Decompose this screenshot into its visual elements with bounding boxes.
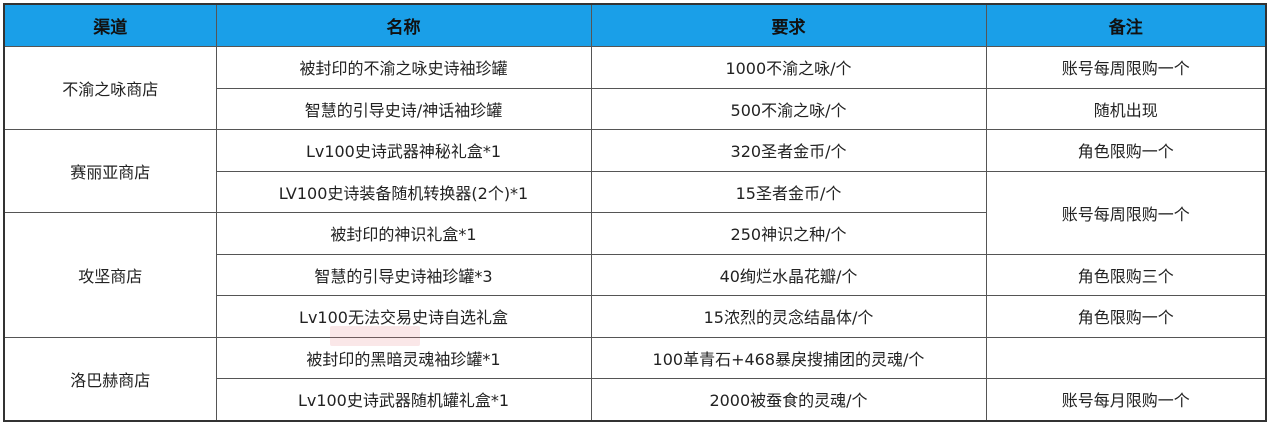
shop-items-table: 渠道 名称 要求 备注 不渝之咏商店 被封印的不渝之咏史诗袖珍罐 1000不渝之…: [3, 3, 1267, 422]
name-cell: Lv100史诗武器神秘礼盒*1: [215, 129, 592, 172]
table-row: LV100史诗装备随机转换器(2个)*1 15圣者金币/个 账号每周限购一个: [4, 170, 1267, 255]
note-cell: 账号每月限购一个: [985, 378, 1267, 421]
name-cell: 被封印的神识礼盒*1: [215, 212, 592, 255]
header-channel: 渠道: [3, 3, 217, 47]
header-row: 渠道 名称 要求 备注: [3, 3, 1267, 47]
name-cell: LV100史诗装备随机转换器(2个)*1: [215, 170, 592, 213]
name-cell: 被封印的不渝之咏史诗袖珍罐: [215, 46, 592, 89]
requirement-cell: 1000不渝之咏/个: [590, 46, 987, 89]
table-row: 攻坚商店 被封印的神识礼盒*1 250神识之种/个: [3, 212, 1266, 338]
note-cell: 角色限购一个: [985, 129, 1267, 172]
channel-cell: 攻坚商店: [3, 212, 217, 338]
note-cell: 随机出现: [985, 87, 1267, 130]
requirement-cell: 320圣者金币/个: [590, 129, 987, 172]
header-note: 备注: [985, 3, 1267, 47]
table-row: 洛巴赫商店 被封印的黑暗灵魂袖珍罐*1 100革青石+468暴戾搜捕团的灵魂/个: [3, 336, 1267, 421]
requirement-cell: 15圣者金币/个: [590, 170, 987, 213]
table-row: 智慧的引导史诗/神话袖珍罐 500不渝之咏/个 随机出现: [4, 87, 1267, 130]
header-name: 名称: [215, 3, 592, 47]
requirement-cell: 15浓烈的灵念结晶体/个: [590, 295, 987, 338]
requirement-cell: 2000被蚕食的灵魂/个: [590, 378, 987, 421]
table-row: Lv100史诗武器随机罐礼盒*1 2000被蚕食的灵魂/个 账号每月限购一个: [4, 378, 1267, 421]
note-cell: [985, 336, 1267, 379]
note-cell: 角色限购一个: [985, 295, 1267, 338]
name-cell: Lv100无法交易史诗自选礼盒: [215, 295, 592, 338]
channel-cell: 赛丽亚商店: [3, 129, 217, 213]
name-cell: 被封印的黑暗灵魂袖珍罐*1: [215, 336, 592, 379]
name-cell: Lv100史诗武器随机罐礼盒*1: [215, 378, 592, 421]
table-row: Lv100无法交易史诗自选礼盒 15浓烈的灵念结晶体/个 角色限购一个: [4, 295, 1267, 338]
note-cell: 账号每周限购一个: [985, 170, 1267, 255]
channel-cell: 不渝之咏商店: [3, 46, 217, 130]
channel-cell: 洛巴赫商店: [3, 336, 217, 421]
requirement-cell: 500不渝之咏/个: [590, 87, 987, 130]
requirement-cell: 100革青石+468暴戾搜捕团的灵魂/个: [590, 336, 987, 379]
name-cell: 智慧的引导史诗袖珍罐*3: [215, 253, 592, 296]
note-cell: 账号每周限购一个: [985, 46, 1267, 89]
note-cell: 角色限购三个: [985, 253, 1267, 296]
requirement-cell: 250神识之种/个: [590, 212, 987, 255]
table-row: 智慧的引导史诗袖珍罐*3 40绚烂水晶花瓣/个 角色限购三个: [4, 253, 1267, 296]
watermark: [330, 326, 420, 346]
table-row: 不渝之咏商店 被封印的不渝之咏史诗袖珍罐 1000不渝之咏/个 账号每周限购一个: [3, 46, 1267, 130]
name-cell: 智慧的引导史诗/神话袖珍罐: [215, 87, 592, 130]
requirement-cell: 40绚烂水晶花瓣/个: [590, 253, 987, 296]
table-row: 赛丽亚商店 Lv100史诗武器神秘礼盒*1 320圣者金币/个 角色限购一个: [3, 129, 1267, 213]
header-requirement: 要求: [590, 3, 987, 47]
